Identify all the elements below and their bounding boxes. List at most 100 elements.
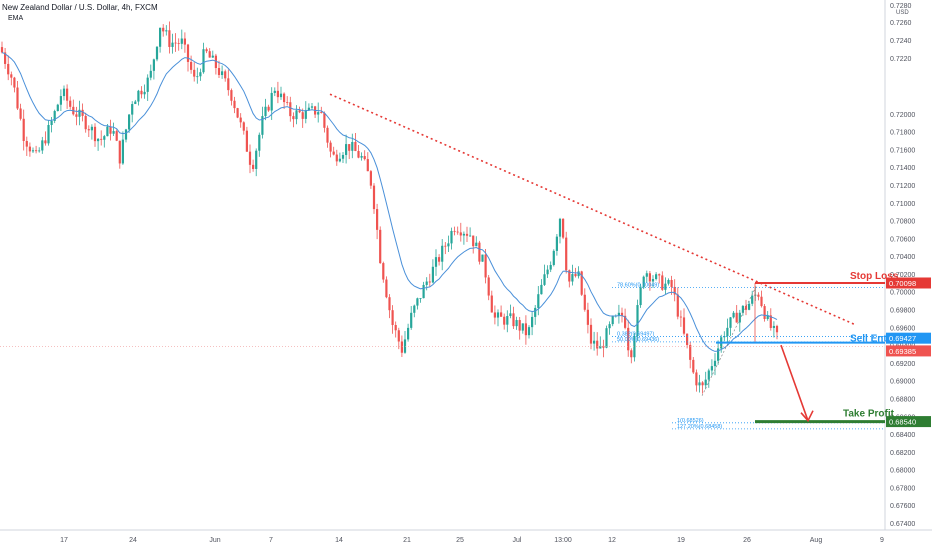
candle-body [90, 126, 93, 131]
candle-body [620, 312, 624, 316]
candle-body [422, 284, 425, 299]
candle-body [723, 336, 726, 338]
candle-body [351, 141, 354, 151]
candle-body [673, 286, 676, 295]
candle-body [577, 271, 580, 277]
candle-body [410, 312, 413, 328]
stop-loss-price-text: 0.70098 [889, 279, 916, 288]
candle-body [0, 47, 4, 53]
x-tick-label: 21 [403, 537, 411, 544]
candle-body [199, 72, 202, 77]
candle-body [689, 344, 692, 360]
candle-body [59, 96, 62, 105]
current-price-text: 0.69385 [889, 347, 916, 356]
candle-body [438, 257, 441, 262]
candle-body [100, 138, 103, 140]
candle-body [493, 312, 496, 318]
y-tick-label: 0.71200 [890, 183, 915, 190]
candle-body [112, 131, 115, 134]
candle-body [41, 140, 44, 151]
candle-body [403, 339, 407, 353]
candle-body [301, 112, 304, 119]
candle-body [341, 154, 345, 159]
candle-body [686, 333, 689, 345]
x-tick-label: 7 [269, 537, 273, 544]
candle-body [258, 134, 261, 151]
candle-body [366, 159, 369, 172]
candle-body [726, 327, 729, 337]
candle-body [307, 107, 310, 111]
candle-body [490, 295, 493, 313]
take-profit-label: Take Profit [843, 409, 895, 420]
candle-body [205, 49, 208, 52]
candle-body [388, 297, 391, 311]
candle-body [558, 218, 562, 237]
x-tick-label: 17 [60, 537, 68, 544]
candle-body [168, 30, 171, 47]
descending-trendline [329, 93, 856, 326]
candle-body [484, 254, 487, 278]
candle-body [589, 324, 593, 344]
candle-body [304, 110, 307, 119]
fib-swing-line [701, 284, 758, 396]
candle-body [159, 27, 162, 47]
candle-body [732, 312, 735, 318]
y-tick-label: 0.71800 [890, 130, 915, 137]
candle-body [143, 91, 146, 95]
candle-body [270, 92, 273, 111]
candle-body [506, 316, 509, 325]
stop-loss-price-tag [886, 277, 931, 289]
candle-body [397, 330, 400, 342]
candle-body [221, 71, 224, 76]
y-tick-label: 0.67400 [890, 521, 915, 528]
candle-body [487, 277, 490, 296]
candle-body [106, 126, 109, 137]
candle-body [627, 327, 630, 351]
candle-body [13, 77, 16, 88]
candle-body [211, 55, 214, 58]
candle-body [180, 38, 183, 44]
candle-body [320, 112, 323, 114]
candle-body [25, 140, 28, 147]
candle-body [617, 312, 620, 316]
y-tick-label: 0.67600 [890, 503, 915, 510]
candle-body [748, 303, 751, 310]
candle-body [543, 274, 546, 285]
candle-body [500, 312, 503, 317]
candle-body [416, 298, 419, 306]
candle-body [44, 140, 47, 144]
candle-body [645, 273, 648, 277]
candle-body [400, 341, 403, 353]
candle-body [478, 242, 481, 262]
candle-body [453, 230, 456, 232]
x-tick-label: 14 [335, 537, 343, 544]
x-tick-label: 9 [880, 537, 884, 544]
candle-body [53, 111, 56, 121]
candle-body [769, 315, 772, 328]
candle-body [196, 76, 199, 78]
candle-body [713, 360, 717, 367]
candle-body [165, 30, 168, 32]
candle-body [115, 131, 118, 141]
candle-body [16, 87, 19, 109]
candle-body [741, 305, 744, 313]
candle-body [698, 382, 701, 386]
ema-line [1, 51, 778, 352]
candle-body [692, 359, 695, 373]
candle-body [413, 305, 416, 313]
sell-entry-price-tag [886, 332, 931, 344]
candle-body [441, 245, 444, 262]
candle-body [717, 348, 720, 361]
projection-arrow-line [780, 344, 809, 421]
candle-body [239, 117, 242, 123]
candle-body [546, 269, 549, 275]
candle-body [264, 106, 267, 117]
candle-body [214, 55, 217, 69]
candle-body [183, 38, 186, 45]
candle-body [527, 327, 531, 336]
candle-body [630, 350, 633, 358]
candle-body [78, 109, 81, 117]
candle-body [469, 235, 472, 237]
